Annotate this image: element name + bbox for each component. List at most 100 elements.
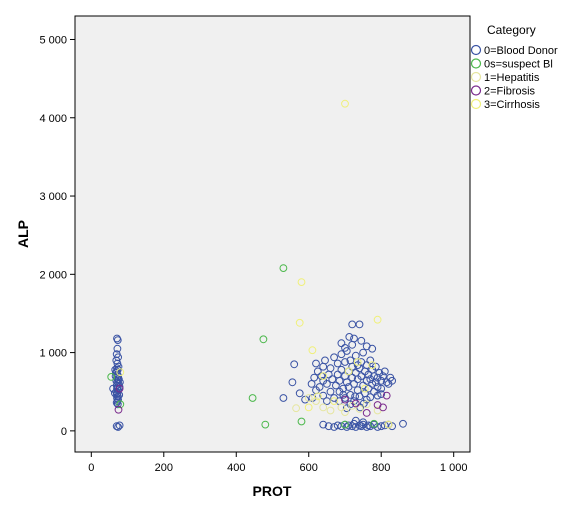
y-tick-label: 4 000 bbox=[39, 113, 67, 125]
y-tick-label: 0 bbox=[61, 426, 67, 438]
data-point bbox=[377, 422, 386, 431]
data-point bbox=[113, 344, 122, 353]
data-point bbox=[319, 403, 328, 412]
data-point bbox=[342, 423, 351, 431]
x-tick-label: 1 000 bbox=[440, 462, 468, 474]
data-point bbox=[261, 420, 270, 429]
data-point bbox=[359, 348, 368, 357]
data-point bbox=[292, 404, 301, 413]
data-point bbox=[341, 420, 349, 429]
data-point bbox=[362, 400, 371, 409]
data-point bbox=[362, 409, 371, 417]
data-points bbox=[107, 99, 407, 431]
legend-marker bbox=[470, 58, 482, 69]
legend-marker bbox=[470, 44, 482, 56]
data-point bbox=[368, 361, 377, 370]
data-point bbox=[330, 353, 339, 362]
y-tick-label: 1 000 bbox=[39, 348, 67, 360]
data-point bbox=[328, 375, 337, 384]
data-point bbox=[111, 365, 120, 374]
data-point bbox=[114, 423, 122, 431]
data-point bbox=[341, 408, 349, 417]
data-point bbox=[361, 384, 369, 393]
data-point bbox=[115, 384, 124, 393]
data-point bbox=[113, 400, 122, 409]
data-point bbox=[326, 406, 335, 415]
data-point bbox=[112, 398, 121, 407]
data-point bbox=[355, 405, 364, 413]
data-point bbox=[353, 361, 362, 370]
data-point bbox=[355, 320, 364, 329]
data-point bbox=[333, 359, 342, 368]
data-point bbox=[344, 421, 353, 430]
x-tick-label: 400 bbox=[227, 462, 245, 474]
series-group bbox=[109, 320, 407, 431]
data-point bbox=[301, 395, 310, 404]
data-point bbox=[384, 420, 393, 429]
legend-label: 3=Cirrhosis bbox=[484, 99, 540, 111]
x-axis: 0 200 400 600 800 1 000 bbox=[88, 452, 467, 474]
data-point bbox=[345, 333, 354, 341]
data-point bbox=[304, 403, 313, 412]
data-point bbox=[115, 421, 124, 430]
legend-marker bbox=[470, 85, 482, 96]
legend-title: Category bbox=[487, 23, 536, 37]
data-point bbox=[339, 384, 348, 393]
data-point bbox=[248, 394, 257, 402]
data-point bbox=[304, 394, 313, 402]
data-point bbox=[319, 420, 328, 429]
data-point bbox=[112, 367, 121, 376]
data-point bbox=[373, 315, 382, 324]
data-point bbox=[357, 336, 366, 345]
data-point bbox=[116, 400, 125, 409]
legend-label: 0s=suspect Bl bbox=[484, 59, 553, 71]
data-point bbox=[351, 416, 360, 425]
data-point bbox=[380, 367, 389, 376]
legend-marker bbox=[470, 71, 482, 83]
data-point bbox=[308, 346, 317, 355]
data-point bbox=[388, 422, 397, 431]
y-axis: 0 1 000 2 000 3 000 4 000 5 000 bbox=[39, 34, 75, 438]
x-tick-label: 0 bbox=[88, 462, 94, 474]
y-axis-title: ALP bbox=[15, 220, 31, 248]
data-point bbox=[341, 395, 349, 404]
data-point bbox=[382, 391, 391, 400]
data-point bbox=[279, 394, 288, 402]
data-point bbox=[114, 405, 123, 414]
data-point bbox=[335, 376, 344, 385]
data-point bbox=[341, 358, 349, 366]
y-tick-label: 5 000 bbox=[39, 34, 67, 46]
data-point bbox=[324, 422, 333, 431]
data-point bbox=[344, 367, 353, 376]
data-point bbox=[307, 380, 316, 388]
data-point bbox=[107, 373, 116, 381]
data-point bbox=[333, 421, 342, 430]
x-axis-title: PROT bbox=[253, 483, 292, 499]
data-point bbox=[326, 387, 335, 396]
data-point bbox=[339, 391, 348, 399]
data-point bbox=[279, 264, 288, 273]
plot-background bbox=[74, 15, 471, 453]
legend-marker bbox=[470, 98, 482, 110]
y-tick-label: 2 000 bbox=[39, 269, 67, 281]
data-point bbox=[371, 362, 380, 371]
data-point bbox=[313, 392, 322, 401]
data-point bbox=[399, 419, 407, 428]
data-point bbox=[348, 422, 357, 431]
data-point bbox=[112, 391, 121, 399]
data-point bbox=[111, 389, 119, 398]
data-point bbox=[295, 389, 304, 398]
series-group bbox=[116, 99, 393, 429]
data-point bbox=[388, 376, 397, 385]
data-point bbox=[319, 372, 328, 381]
data-point bbox=[373, 383, 382, 391]
data-point bbox=[350, 334, 358, 343]
data-point bbox=[350, 380, 358, 388]
data-point bbox=[373, 391, 382, 400]
data-point bbox=[377, 390, 386, 399]
data-point bbox=[359, 418, 368, 427]
data-point bbox=[295, 318, 304, 327]
data-point bbox=[368, 344, 377, 353]
x-tick-label: 600 bbox=[300, 462, 318, 474]
data-point bbox=[113, 336, 122, 345]
